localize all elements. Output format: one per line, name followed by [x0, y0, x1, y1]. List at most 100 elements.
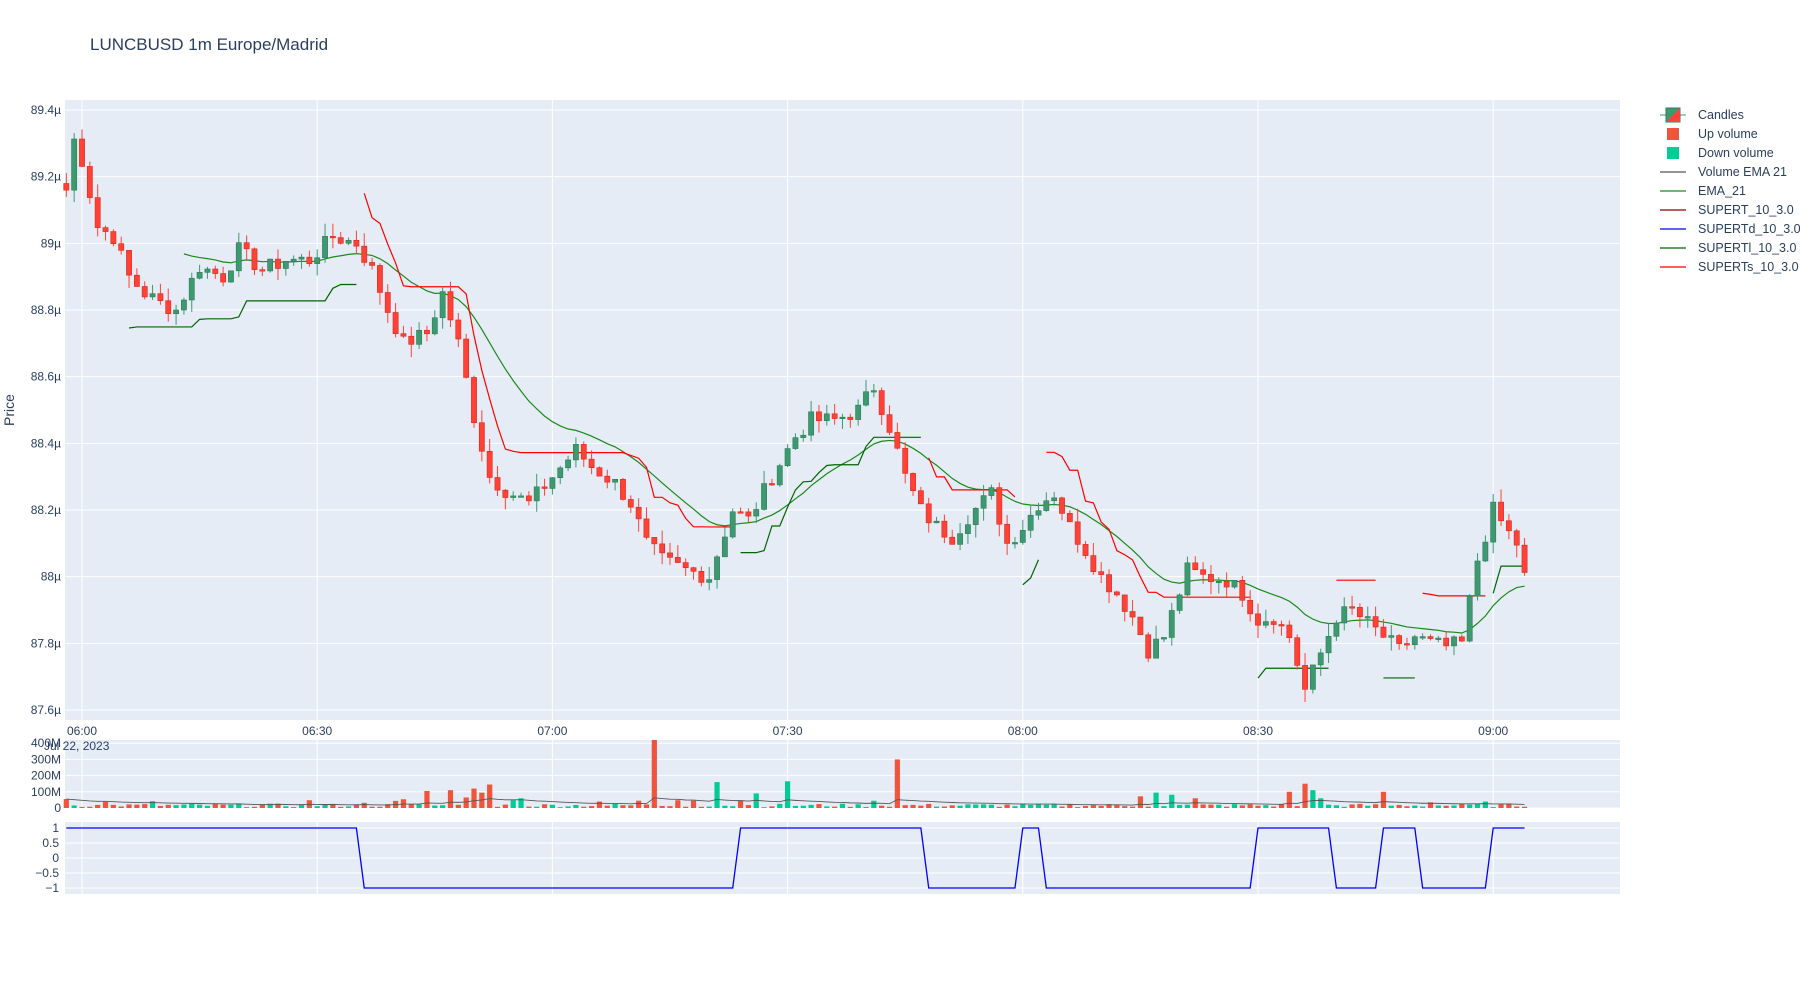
candle: [94, 197, 101, 228]
candle: [604, 475, 611, 483]
volume-bar: [832, 806, 838, 808]
volume-bar: [1490, 807, 1496, 808]
legend-item[interactable]: SUPERTl_10_3.0: [1660, 241, 1796, 255]
volume-bar: [1129, 806, 1136, 808]
candle: [110, 231, 117, 244]
candle: [674, 557, 681, 563]
volume-bar: [204, 805, 211, 808]
volume-bar: [1420, 806, 1426, 808]
volume-bar: [220, 804, 226, 808]
volume-bar: [573, 804, 579, 808]
candle: [518, 495, 524, 498]
candle: [1066, 513, 1073, 523]
volume-bar: [1051, 803, 1057, 808]
volume-bar: [1177, 804, 1183, 808]
volume-bar: [1310, 790, 1316, 808]
candle: [1059, 497, 1065, 514]
candle: [1498, 501, 1504, 522]
candle: [925, 503, 932, 524]
volume-bar: [377, 806, 383, 808]
volume-bar: [886, 806, 893, 808]
candle: [627, 499, 634, 508]
legend-item[interactable]: SUPERT_10_3.0: [1660, 203, 1794, 217]
volume-bar: [432, 805, 438, 808]
axis-ticks: 87.6µ 87.8µ 88µ 88.2µ 88.4µ 88.6µ 88.8µ 89µ 89.2…: [31, 103, 1509, 895]
volume-bar: [1020, 803, 1026, 808]
candle: [369, 262, 375, 266]
candle: [1278, 624, 1285, 627]
candle: [1262, 621, 1269, 626]
volume-bar: [816, 804, 822, 808]
candle: [1325, 636, 1332, 654]
candle: [400, 333, 407, 337]
legend-item[interactable]: Candles: [1660, 107, 1744, 123]
volume-bar: [549, 804, 555, 808]
candle: [1294, 637, 1301, 666]
supertrend-long-line: [1022, 559, 1040, 586]
volume-bar: [1498, 804, 1504, 808]
candle: [933, 520, 940, 524]
candle: [776, 465, 783, 486]
legend-item[interactable]: SUPERTd_10_3.0: [1660, 222, 1800, 236]
legend-item[interactable]: EMA_21: [1660, 184, 1746, 198]
candle: [792, 437, 799, 449]
candle: [1192, 562, 1199, 571]
candle: [1255, 613, 1261, 626]
volume-bar: [534, 806, 540, 808]
candle: [714, 556, 720, 580]
legend-label: Up volume: [1698, 127, 1758, 141]
candle: [306, 256, 313, 264]
volume-bar: [910, 804, 916, 808]
candle: [1333, 622, 1340, 637]
candle: [1161, 637, 1167, 640]
candle: [141, 286, 148, 298]
volume-bar: [675, 800, 681, 808]
candle: [118, 243, 125, 251]
candles-layer: [63, 129, 1528, 703]
legend-label: SUPERTs_10_3.0: [1698, 260, 1799, 274]
candle: [784, 448, 791, 466]
volume-bar: [1357, 803, 1363, 808]
chart-title: LUNCBUSD 1m Europe/Madrid: [90, 35, 328, 54]
candle: [965, 524, 971, 534]
volume-bar: [440, 805, 446, 808]
volume-bar: [1325, 804, 1332, 808]
candle: [1145, 634, 1152, 659]
legend-item[interactable]: Down volume: [1667, 146, 1774, 160]
candle: [847, 416, 854, 420]
legend-item[interactable]: Volume EMA 21: [1660, 165, 1787, 179]
legend[interactable]: Candles Up volume Down volume Volume EMA 21…: [1660, 107, 1800, 274]
volume-bar: [792, 805, 799, 808]
candle: [259, 269, 266, 272]
candle: [1521, 544, 1528, 573]
candle: [565, 459, 571, 469]
legend-item[interactable]: SUPERTs_10_3.0: [1660, 260, 1799, 274]
candle: [322, 236, 328, 259]
candle: [651, 537, 658, 545]
candle: [463, 338, 470, 378]
volume-bar: [95, 804, 101, 808]
candle: [612, 478, 619, 483]
volume-bar: [1333, 805, 1339, 808]
volume-bar: [518, 798, 524, 808]
candle: [1396, 635, 1403, 644]
candle: [870, 390, 877, 393]
volume-bar: [581, 806, 587, 808]
candle: [1490, 501, 1497, 543]
volume-tick-label: 100M: [31, 785, 61, 799]
candle: [377, 265, 383, 293]
volume-bar: [683, 806, 689, 808]
candle: [1239, 580, 1246, 601]
price-tick-label: 89.2µ: [31, 170, 61, 184]
candle: [1004, 523, 1011, 544]
candle: [737, 511, 744, 514]
volume-bar: [291, 806, 297, 808]
candle: [839, 416, 846, 419]
legend-swatch: [1667, 147, 1679, 159]
time-tick-label: 08:00: [1008, 724, 1038, 738]
candle: [314, 257, 321, 264]
supertrend-lines: [128, 193, 1525, 679]
volume-bar: [957, 805, 963, 808]
volume-bar: [157, 805, 163, 808]
legend-item[interactable]: Up volume: [1667, 127, 1758, 141]
